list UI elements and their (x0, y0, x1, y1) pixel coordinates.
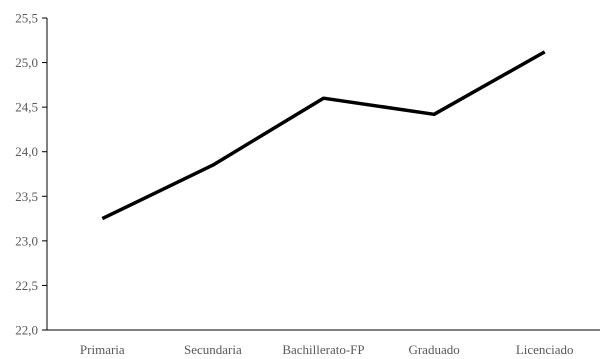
y-axis: 22,0 22,5 23,0 23,5 24,0 24,5 25,0 25,5 (15, 11, 48, 338)
y-tick-label: 25,5 (15, 11, 38, 26)
x-tick-label: Primaria (80, 342, 125, 357)
y-tick-label: 23,5 (15, 189, 38, 204)
series-layer (101, 50, 546, 221)
x-axis: Primaria Secundaria Bachillerato-FP Graduad… (47, 329, 600, 357)
x-tick-label: Secundaria (184, 342, 242, 357)
y-tick-label: 22,0 (15, 323, 38, 338)
x-tick-label: Bachillerato-FP (282, 342, 364, 357)
series-line (101, 50, 546, 221)
y-tick-label: 25,0 (15, 55, 38, 70)
y-tick-label: 22,5 (15, 278, 38, 293)
x-tick-label: Licenciado (516, 342, 574, 357)
y-tick-label: 23,0 (15, 233, 38, 248)
y-tick-label: 24,5 (15, 100, 38, 115)
x-tick-label: Graduado (408, 342, 459, 357)
y-tick-label: 24,0 (15, 144, 38, 159)
